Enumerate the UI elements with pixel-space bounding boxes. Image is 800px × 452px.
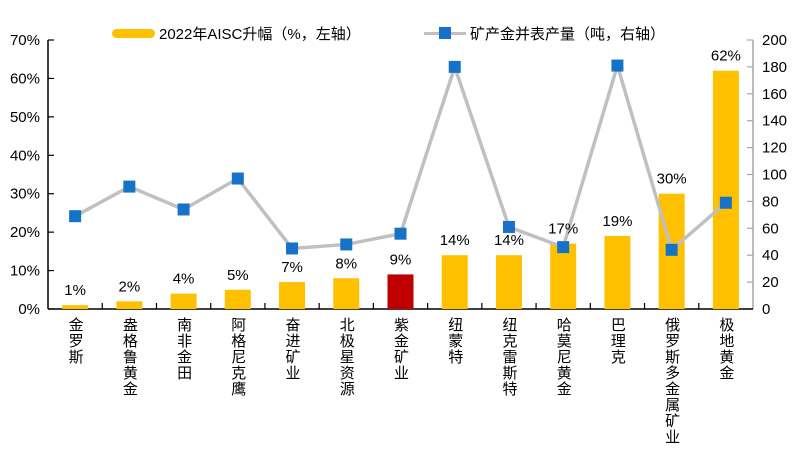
line-marker	[231, 172, 244, 185]
line-marker	[286, 242, 299, 255]
left-axis-tick-label: 60%	[10, 70, 40, 87]
legend-label-line-series: 矿产金并表产量（吨，右轴）	[470, 25, 666, 43]
legend-label-bar-series: 2022年AISC升幅（%，左轴）	[159, 25, 361, 43]
bar-value-label: 30%	[657, 171, 687, 188]
bar-value-label: 1%	[64, 282, 86, 299]
bar-value-label: 14%	[440, 232, 470, 249]
line-marker	[502, 220, 515, 233]
line-marker	[665, 243, 678, 256]
legend-item-bar-series: 2022年AISC升幅（%，左轴）	[112, 22, 361, 44]
right-axis-tick-label: 140	[762, 113, 787, 130]
bar-value-label: 62%	[711, 48, 741, 65]
line-marker	[177, 203, 190, 216]
bar-value-label: 8%	[335, 255, 357, 272]
bar-value-label: 2%	[119, 278, 141, 295]
right-axis-tick-label: 120	[762, 140, 787, 157]
bar	[441, 255, 468, 309]
bar-value-label: 17%	[548, 221, 578, 238]
bar	[333, 278, 360, 309]
bar-value-label: 7%	[281, 259, 303, 276]
bar-value-label: 4%	[173, 271, 195, 288]
left-axis-tick-label: 40%	[10, 147, 40, 164]
bar	[387, 274, 414, 309]
bar	[279, 282, 306, 309]
line-marker	[611, 59, 624, 72]
bar-value-label: 5%	[227, 267, 249, 284]
right-axis-tick-label: 180	[762, 59, 787, 76]
right-axis-tick-label: 160	[762, 86, 787, 103]
bar	[62, 305, 89, 309]
bar	[495, 255, 522, 309]
bar	[116, 301, 143, 309]
right-axis-tick-label: 200	[762, 32, 787, 49]
line-marker	[557, 241, 570, 254]
bar	[604, 235, 631, 309]
right-axis-tick-label: 60	[762, 220, 779, 237]
line-marker	[448, 60, 461, 73]
right-axis-tick-label: 100	[762, 167, 787, 184]
left-axis-tick-label: 0%	[18, 301, 40, 318]
bar-legend-swatch-icon	[112, 28, 155, 38]
left-axis-tick-label: 50%	[10, 109, 40, 126]
line-marker	[340, 238, 353, 251]
line-marker	[123, 180, 136, 193]
right-axis-tick-label: 40	[762, 247, 779, 264]
bar-value-label: 19%	[602, 213, 632, 230]
right-axis-tick-label: 20	[762, 274, 779, 291]
bar	[224, 289, 251, 309]
bar-value-label: 9%	[390, 251, 412, 268]
bar-value-label: 14%	[494, 232, 524, 249]
left-axis-tick-label: 20%	[10, 224, 40, 241]
legend-square-marker	[439, 27, 451, 39]
right-axis-tick-label: 0	[762, 301, 770, 318]
bar	[550, 243, 577, 309]
left-axis-tick-label: 10%	[10, 263, 40, 280]
line-legend-marker-icon	[424, 26, 466, 40]
left-axis-tick-label: 30%	[10, 186, 40, 203]
bar	[170, 293, 197, 309]
chart-legend: 2022年AISC升幅（%，左轴） 矿产金并表产量（吨，右轴）	[0, 22, 800, 44]
bar	[712, 70, 739, 309]
line-marker	[69, 210, 82, 223]
line-marker	[719, 196, 732, 209]
legend-item-line-series: 矿产金并表产量（吨，右轴）	[424, 22, 665, 44]
left-axis-tick-label: 70%	[10, 32, 40, 49]
right-axis-tick-label: 80	[762, 193, 779, 210]
line-marker	[394, 227, 407, 240]
